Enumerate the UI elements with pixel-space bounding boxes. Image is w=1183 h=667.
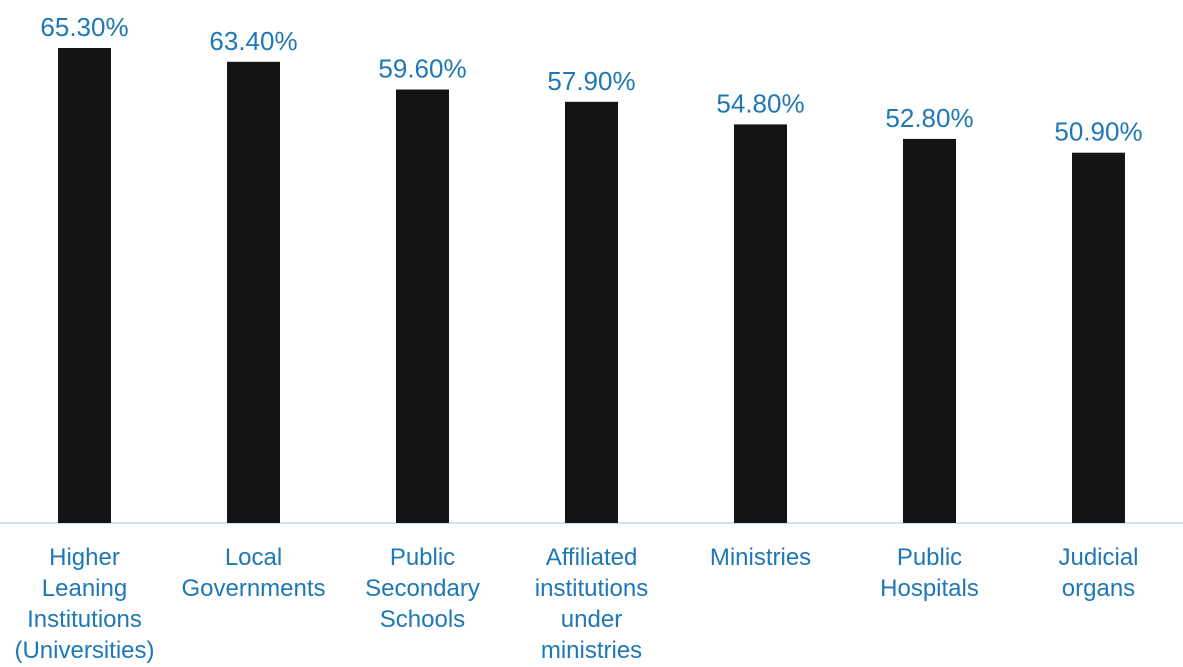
x-tick-label-line: Governments [181, 575, 325, 602]
data-label: 63.40% [209, 26, 297, 56]
data-label: 52.80% [885, 103, 973, 133]
data-label: 54.80% [716, 88, 804, 118]
x-tick-label-line: institutions [535, 575, 648, 602]
x-tick-label-line: ministries [541, 637, 642, 664]
bars-group [58, 48, 1125, 524]
x-tick-label-line: (Universities) [14, 637, 154, 664]
x-tick-label: Public Hospitals [880, 544, 979, 602]
data-label: 57.90% [547, 66, 635, 96]
x-tick-label: Judicial organs [1058, 544, 1138, 602]
x-tick-label-line: Secondary [365, 575, 480, 602]
data-label: 59.60% [378, 54, 466, 84]
x-tick-label-line: Hospitals [880, 575, 979, 602]
x-tick-label: Ministries [710, 544, 811, 571]
category-labels-group: Higher Leaning Institutions (Universities) L… [14, 544, 1138, 664]
value-labels-group: 65.30% 63.40% 59.60% 57.90% 54.80% 52.80% 50.9… [40, 12, 1142, 147]
bar [903, 138, 956, 523]
bar [58, 48, 111, 523]
x-tick-label: Affiliated institutions under ministries [535, 544, 648, 664]
x-tick-label-line: Leaning [42, 575, 127, 602]
x-tick-label-line: Local [225, 544, 282, 571]
data-label: 65.30% [40, 12, 128, 42]
x-tick-label-line: Ministries [710, 544, 811, 571]
x-tick-label-line: Public [390, 544, 455, 571]
x-tick-label-line: Institutions [27, 606, 142, 633]
x-tick-label-line: under [561, 606, 622, 633]
x-tick-label-line: organs [1062, 575, 1135, 602]
bar [1072, 152, 1125, 523]
bar [565, 101, 618, 524]
x-tick-label-line: Higher [49, 544, 120, 571]
bar [734, 124, 787, 524]
x-tick-label-line: Public [897, 544, 962, 571]
x-tick-label: Local Governments [181, 544, 325, 602]
bar [227, 61, 280, 524]
x-tick-label: Public Secondary Schools [365, 544, 480, 633]
x-tick-label-line: Affiliated [546, 544, 638, 571]
x-tick-label-line: Schools [380, 606, 465, 633]
data-label: 50.90% [1054, 117, 1142, 147]
bar [396, 89, 449, 523]
x-tick-label: Higher Leaning Institutions (Universities) [14, 544, 154, 664]
x-tick-label-line: Judicial [1058, 544, 1138, 571]
